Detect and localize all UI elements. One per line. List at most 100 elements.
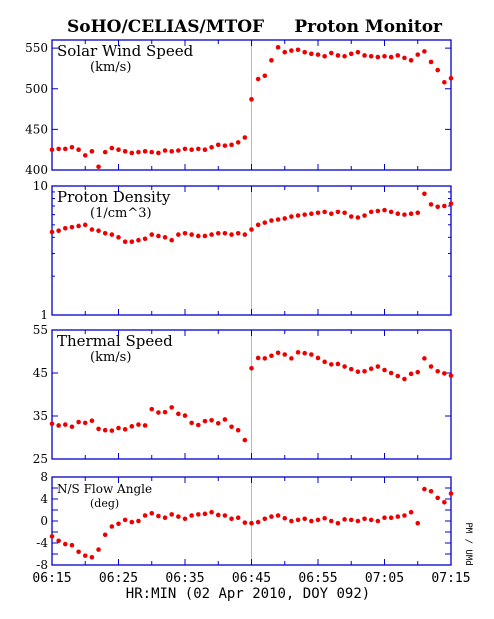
data-point — [448, 201, 454, 206]
data-point — [335, 361, 341, 367]
data-point — [428, 489, 434, 494]
x-tick-label: 07:15 — [431, 571, 470, 586]
data-point — [196, 146, 201, 152]
data-point — [209, 418, 214, 423]
data-point — [176, 411, 181, 417]
data-point — [355, 49, 361, 55]
data-point — [215, 230, 221, 236]
data-point — [375, 54, 381, 60]
data-point — [196, 512, 201, 517]
data-point — [63, 422, 68, 427]
data-point — [229, 232, 234, 237]
data-point — [355, 215, 361, 220]
data-point — [388, 515, 394, 520]
data-point — [142, 423, 148, 428]
x-tick-label: 06:35 — [165, 571, 204, 586]
data-point — [209, 232, 214, 237]
data-point — [249, 97, 254, 102]
data-point — [162, 409, 168, 415]
data-point — [255, 355, 261, 361]
data-point — [322, 359, 327, 365]
data-point — [169, 512, 174, 517]
data-point — [269, 218, 274, 223]
monitor-title: Proton Monitor — [294, 17, 443, 37]
data-point — [89, 149, 95, 154]
x-tick-label: 06:55 — [298, 571, 337, 586]
data-point — [129, 424, 135, 429]
data-point — [242, 232, 248, 237]
data-point — [315, 210, 321, 216]
data-point — [322, 53, 327, 59]
data-point — [302, 350, 308, 356]
data-point — [408, 371, 414, 377]
data-point — [435, 204, 441, 210]
data-point — [289, 356, 294, 361]
panel-title: Thermal Speed — [57, 332, 173, 350]
data-point — [49, 421, 55, 427]
data-point — [189, 420, 194, 426]
data-point — [136, 149, 141, 155]
data-point — [189, 147, 194, 152]
panel-title: Proton Density — [57, 188, 171, 206]
data-point — [176, 514, 181, 519]
data-point — [149, 406, 155, 412]
panel-2: 1 10 Proton Density(1/cm^3) — [33, 179, 454, 322]
data-point — [309, 211, 314, 216]
data-point — [342, 53, 347, 59]
data-point — [169, 405, 174, 410]
data-point — [56, 538, 61, 544]
data-point — [202, 511, 208, 517]
data-point — [149, 149, 155, 155]
data-point — [162, 148, 168, 153]
data-point — [415, 520, 421, 526]
data-point — [176, 232, 181, 237]
data-point — [156, 150, 161, 156]
panel-title: Solar Wind Speed — [57, 42, 194, 60]
data-point — [109, 145, 115, 151]
data-point — [82, 420, 88, 426]
data-point — [202, 147, 208, 152]
data-point — [302, 516, 308, 522]
data-point — [295, 517, 301, 523]
data-point — [249, 227, 254, 232]
data-point — [102, 532, 108, 538]
data-point — [89, 418, 95, 424]
data-point — [329, 50, 334, 56]
data-point — [329, 211, 334, 216]
panel-unit: (km/s) — [90, 60, 131, 75]
panel-title: N/S Flow Angle — [57, 482, 152, 496]
y-tick-label: 4 — [40, 492, 48, 506]
data-point — [109, 232, 115, 237]
data-point — [269, 353, 274, 359]
data-point — [182, 413, 188, 418]
data-point — [156, 513, 161, 519]
data-point — [129, 150, 135, 156]
data-point — [269, 514, 274, 519]
data-point — [348, 366, 354, 372]
data-point — [76, 549, 81, 555]
data-point — [63, 146, 68, 152]
y-tick-label: 25 — [33, 452, 48, 466]
data-point — [235, 230, 241, 236]
data-point — [362, 516, 367, 522]
data-point — [275, 350, 281, 356]
data-point — [368, 517, 374, 523]
data-point — [282, 49, 288, 55]
data-point — [415, 369, 421, 375]
data-point — [182, 230, 188, 236]
data-point — [56, 228, 61, 234]
data-point — [116, 147, 121, 152]
data-point — [129, 519, 135, 525]
data-point — [149, 511, 155, 516]
data-point — [422, 49, 427, 54]
data-point — [422, 486, 427, 492]
data-point — [142, 149, 148, 154]
x-tick-label: 06:25 — [99, 571, 138, 586]
y-tick-label: 400 — [25, 163, 48, 177]
data-point — [96, 426, 101, 432]
data-point — [255, 519, 261, 525]
data-point — [182, 146, 188, 152]
x-tick-label: 06:45 — [232, 571, 271, 586]
data-point — [215, 512, 221, 518]
